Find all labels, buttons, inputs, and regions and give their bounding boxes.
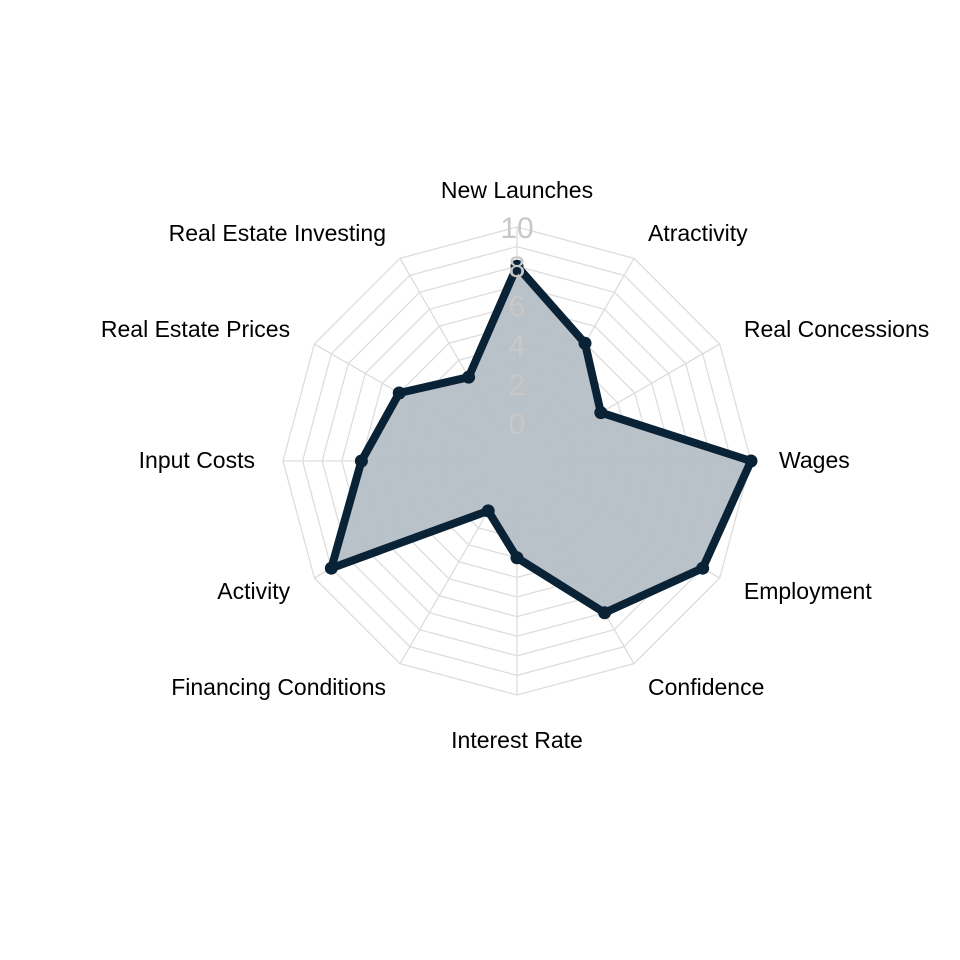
axis-label: Real Estate Prices (101, 316, 290, 342)
series-point (510, 259, 524, 273)
series-point (578, 336, 592, 350)
axis-label: New Launches (441, 177, 593, 203)
grid-ring (360, 304, 674, 618)
grid-ring (341, 285, 693, 637)
axis-labels: New Launches Atractivity Real Concessions W… (101, 177, 929, 753)
axis-label: Real Concessions (744, 316, 929, 342)
axis-label: Atractivity (648, 220, 748, 246)
grid-ring (301, 245, 733, 677)
axis-label: Input Costs (139, 447, 255, 473)
series-point (696, 561, 710, 575)
axis-label: Employment (744, 578, 872, 604)
series-point (744, 454, 758, 468)
series-point (598, 606, 612, 620)
radial-tick-labels: 0 2 4 6 8 10 (500, 212, 533, 441)
axis-label: Financing Conditions (171, 674, 386, 700)
series-point (510, 551, 524, 565)
series-point (594, 406, 608, 420)
axis-label: Activity (217, 578, 290, 604)
tick-label: 2 (509, 369, 526, 402)
axis-label: Real Estate Investing (169, 220, 386, 246)
radar-series (324, 259, 758, 620)
series-point (481, 504, 495, 518)
tick-label: 8 (509, 251, 526, 284)
tick-label: 6 (509, 290, 526, 323)
tick-label: 0 (509, 408, 526, 441)
tick-label: 4 (509, 330, 526, 363)
series-point (324, 561, 338, 575)
series-point (354, 454, 368, 468)
axis-label: Wages (779, 447, 850, 473)
series-point (392, 386, 406, 400)
grid-ring (321, 265, 713, 657)
tick-label: 10 (500, 212, 533, 245)
axis-label: Confidence (648, 674, 764, 700)
axis-label: Interest Rate (451, 727, 583, 753)
grid-ring (282, 226, 752, 696)
series-point (462, 370, 476, 384)
